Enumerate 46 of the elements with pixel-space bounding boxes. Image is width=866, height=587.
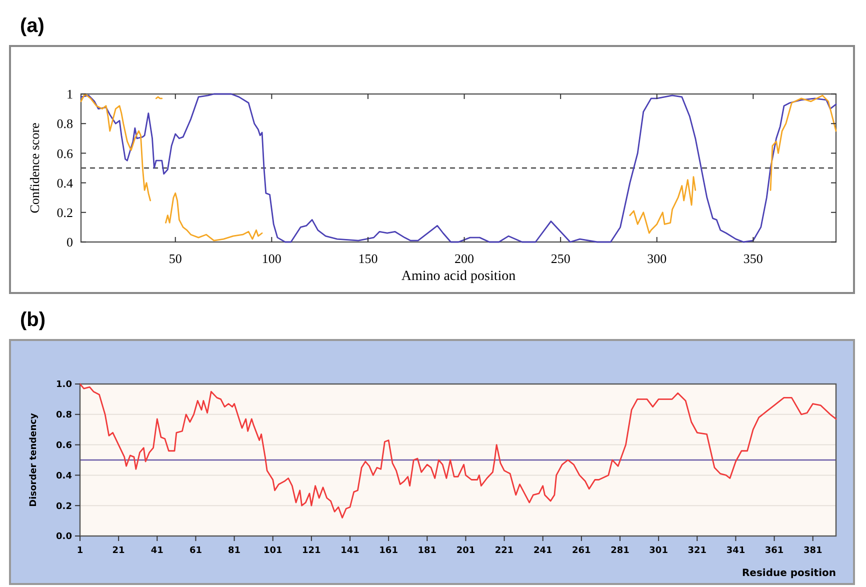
- y-tick-label: 1: [66, 86, 73, 102]
- x-tick-label: 361: [764, 546, 784, 556]
- x-tick-label: 81: [228, 546, 241, 556]
- x-tick-label: 141: [340, 546, 360, 556]
- x-tick-label: 21: [112, 546, 125, 556]
- x-axis-title: Amino acid position: [401, 269, 516, 284]
- x-tick-label: 341: [726, 546, 746, 556]
- x-tick-label: 1: [76, 546, 84, 556]
- y-tick-label: 0.8: [56, 116, 73, 132]
- x-tick-label: 150: [358, 251, 378, 266]
- y-tick-label: 0: [66, 234, 73, 250]
- x-tick-label: 250: [550, 251, 570, 266]
- x-axis-title: Residue position: [742, 568, 836, 579]
- x-tick-label: 101: [263, 546, 282, 556]
- line-series: [79, 383, 837, 518]
- x-tick-label: 350: [743, 251, 763, 266]
- x-tick-label: 321: [688, 546, 707, 556]
- x-tick-label: 261: [572, 546, 591, 556]
- x-tick-label: 221: [494, 546, 514, 556]
- x-tick-label: 161: [379, 546, 398, 556]
- x-tick-label: 241: [533, 546, 552, 556]
- x-tick-label: 200: [454, 251, 474, 266]
- y-tick-label: 0.8: [56, 410, 72, 421]
- y-tick-label: 0.6: [56, 440, 72, 451]
- y-tick-label: 0.4: [56, 175, 74, 190]
- x-tick-label: 281: [610, 546, 630, 556]
- chart-title: (a): [20, 15, 44, 37]
- y-axis-title: Confidence score: [27, 122, 42, 214]
- x-tick-label: 50: [168, 251, 182, 266]
- x-tick-label: 301: [649, 546, 668, 556]
- y-tick-label: 0.2: [56, 502, 72, 512]
- y-tick-label: 0.0: [56, 532, 72, 542]
- x-tick-label: 61: [189, 546, 202, 556]
- x-tick-label: 181: [418, 546, 437, 556]
- x-tick-label: 121: [302, 546, 321, 556]
- y-tick-label: 0.4: [56, 471, 72, 482]
- x-tick-label: 381: [803, 546, 822, 556]
- x-tick-label: 201: [456, 546, 476, 556]
- chart-title: (b): [20, 309, 46, 331]
- x-tick-label: 41: [150, 546, 164, 556]
- y-axis-title: Disorder tendency: [29, 413, 39, 507]
- x-tick-label: 300: [647, 251, 667, 266]
- y-tick-label: 0.2: [56, 204, 73, 220]
- y-tick-label: 0.6: [56, 146, 74, 161]
- y-tick-label: 1.0: [56, 380, 72, 390]
- x-tick-label: 100: [262, 251, 282, 266]
